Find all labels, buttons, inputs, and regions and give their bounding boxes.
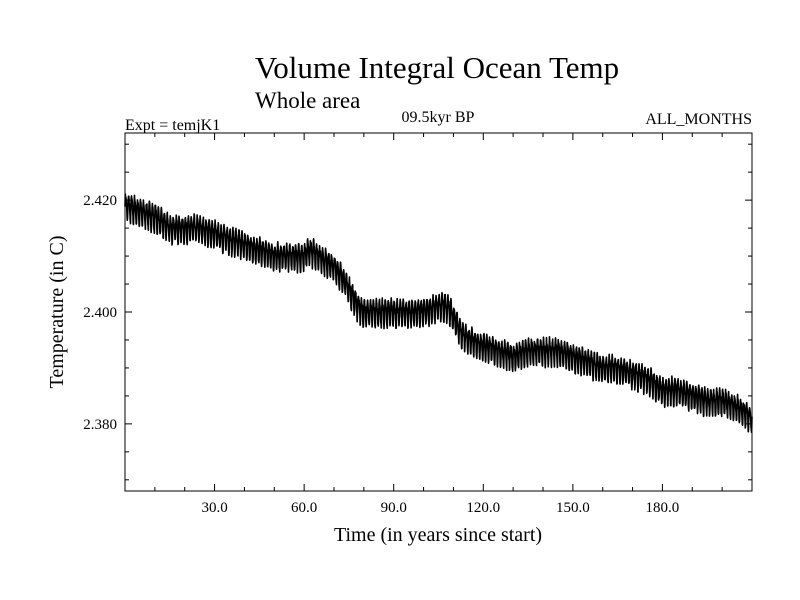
chart-title: Volume Integral Ocean Temp: [255, 50, 619, 85]
y-tick-label: 2.420: [83, 193, 117, 209]
x-axis-label: Time (in years since start): [334, 524, 542, 546]
annotation-period: 09.5kyr BP: [402, 109, 475, 126]
y-tick-label: 2.400: [83, 305, 117, 321]
temperature-series-line: [124, 193, 753, 433]
x-axis-ticks: [154, 133, 723, 491]
x-axis-tick-labels: 30.0 60.0 90.0 120.0 150.0 180.0: [201, 500, 679, 516]
y-tick-label: 2.380: [83, 417, 117, 433]
chart-subtitle: Whole area: [255, 88, 360, 113]
x-tick-label: 150.0: [556, 500, 590, 516]
x-tick-label: 180.0: [646, 500, 680, 516]
annotation-months: ALL_MONTHS: [645, 111, 752, 128]
y-axis-tick-labels: 2.380 2.400 2.420: [83, 193, 117, 433]
x-tick-label: 90.0: [381, 500, 407, 516]
x-tick-label: 60.0: [291, 500, 317, 516]
y-axis-label: Temperature (in C): [46, 236, 68, 389]
x-tick-label: 120.0: [466, 500, 500, 516]
annotation-experiment: Expt = temjK1: [125, 117, 220, 134]
x-tick-label: 30.0: [201, 500, 227, 516]
